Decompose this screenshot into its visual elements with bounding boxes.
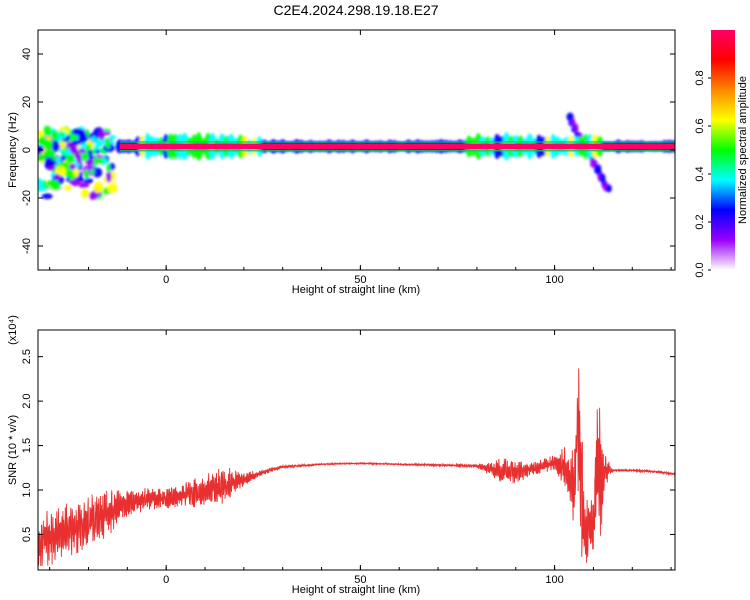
spectrogram-xtick-label: 0	[163, 274, 169, 286]
snr-ytick-label: 1.5	[21, 438, 33, 453]
spectrogram-cell	[93, 181, 104, 194]
colorbar-tick-label: 0.0	[694, 262, 706, 277]
spectrogram-cell	[102, 157, 107, 165]
spectrogram-axes: 0 50 100 -40 -20 0 20 40	[21, 30, 675, 286]
colorbar-tick-label: 0.6	[694, 118, 706, 133]
spectrogram-ytick-label: 40	[21, 48, 33, 60]
spectrogram-cell	[43, 125, 52, 137]
snr-ytick-label: 2.5	[21, 349, 33, 364]
snr-series-line	[38, 368, 675, 567]
spectrogram-cell	[38, 154, 46, 162]
spectrogram-ytick-label: -40	[21, 238, 33, 254]
colorbar-ticks: 0.0 0.2 0.4 0.6 0.8	[694, 70, 711, 278]
spectrogram-cell	[78, 131, 88, 144]
spectrogram-cell	[592, 159, 598, 167]
spectrogram-ytick-label: 0	[21, 147, 33, 153]
snr-axes: 0 50 100 0.5 1.0 1.5 2.0 2.5	[21, 330, 675, 586]
spectrogram-cell	[570, 118, 576, 127]
snr-ytick-label: 2.0	[21, 393, 33, 408]
spectrogram-panel: 0 50 100 -40 -20 0 20 40 Height of straight lin…	[7, 29, 676, 296]
colorbar-tick-label: 0.2	[694, 214, 706, 229]
colorbar-label: Normalized spectral amplitude	[737, 76, 749, 224]
spectrogram-cell	[54, 174, 61, 181]
snr-ytick-label: 0.5	[21, 527, 33, 542]
spectrogram-cell	[88, 191, 98, 201]
spectrogram-cell	[79, 177, 85, 182]
spectrogram-ytick-label: -20	[21, 190, 33, 206]
snr-panel: 0 50 100 0.5 1.0 1.5 2.0 2.5 (x10⁴) Height of s…	[7, 315, 676, 596]
spectrogram-cell	[574, 123, 579, 133]
spectrogram-xtick-label: 50	[354, 274, 366, 286]
spectrogram-cell	[51, 130, 59, 141]
spectrogram-cell	[43, 149, 56, 158]
spectrogram-cell	[84, 159, 96, 165]
spectrogram-cell	[566, 112, 574, 122]
spectrogram-cell	[52, 140, 60, 152]
spectrogram-ylabel: Frequency (Hz)	[7, 112, 19, 188]
spectrogram-cell	[69, 144, 78, 155]
spectrogram-heat-layer	[38, 112, 675, 201]
spectrogram-cell	[93, 156, 99, 165]
spectrogram-cell	[84, 178, 94, 184]
spectrogram-cell	[64, 184, 72, 191]
snr-scale-label: (x10⁴)	[7, 315, 19, 345]
spectrogram-cell	[103, 131, 111, 136]
spectrogram-cell	[69, 178, 81, 187]
spectrogram-cell	[43, 139, 54, 150]
spectrogram-cell	[92, 167, 103, 178]
snr-xlabel: Height of straight line (km)	[292, 584, 420, 596]
spectrogram-cell	[108, 135, 117, 140]
chart-title: C2E4.2024.298.19.18.E27	[273, 2, 438, 18]
spectrogram-cell	[38, 185, 46, 192]
colorbar: 0.0 0.2 0.4 0.6 0.8 Normalized spectral ampl…	[694, 30, 749, 278]
spectrogram-cell	[98, 128, 105, 141]
snr-ylabel: SNR (10 * v/v)	[7, 415, 19, 485]
spectrogram-cell	[46, 159, 56, 167]
spectrogram-cell	[91, 135, 97, 143]
snr-xtick-label: 100	[545, 574, 563, 586]
spectrogram-cell	[78, 181, 90, 189]
colorbar-strip	[711, 30, 735, 270]
spectrogram-band	[119, 143, 675, 150]
spectrogram-cell	[38, 130, 44, 138]
spectrogram-cell	[606, 184, 612, 193]
spectrogram-cell	[96, 141, 101, 148]
spectrogram-cell	[50, 181, 61, 191]
spectrogram-cell	[106, 163, 111, 173]
spectrogram-cell	[71, 140, 81, 146]
spectrogram-cell	[88, 149, 93, 158]
spectrogram-cell	[55, 166, 67, 177]
spectrogram-cell	[59, 140, 67, 150]
spectrogram-cell	[56, 156, 62, 164]
spectrogram-xlabel: Height of straight line (km)	[292, 284, 420, 296]
spectrogram-cell	[65, 154, 75, 164]
spectrogram-cell	[105, 170, 112, 183]
spectrogram-xtick-label: 100	[545, 274, 563, 286]
spectrogram-cell	[38, 145, 45, 153]
spectrogram-cell	[84, 169, 90, 179]
snr-background	[38, 330, 675, 570]
snr-xtick-label: 50	[354, 574, 366, 586]
spectrogram-cell	[68, 163, 77, 170]
spectrogram-cell	[105, 138, 111, 150]
spectrogram-cell	[81, 189, 90, 199]
spectrogram-cell	[107, 183, 118, 193]
colorbar-tick-label: 0.4	[694, 166, 706, 181]
snr-frame	[37, 329, 676, 571]
snr-xtick-label: 0	[163, 574, 169, 586]
spectrogram-cell	[79, 148, 86, 154]
snr-ytick-label: 1.0	[21, 482, 33, 497]
spectrogram-ytick-label: 20	[21, 96, 33, 108]
spectrogram-cell	[90, 169, 95, 175]
spectrogram-cell	[73, 167, 80, 178]
colorbar-tick-label: 0.8	[694, 70, 706, 85]
spectrogram-cell	[41, 193, 53, 200]
